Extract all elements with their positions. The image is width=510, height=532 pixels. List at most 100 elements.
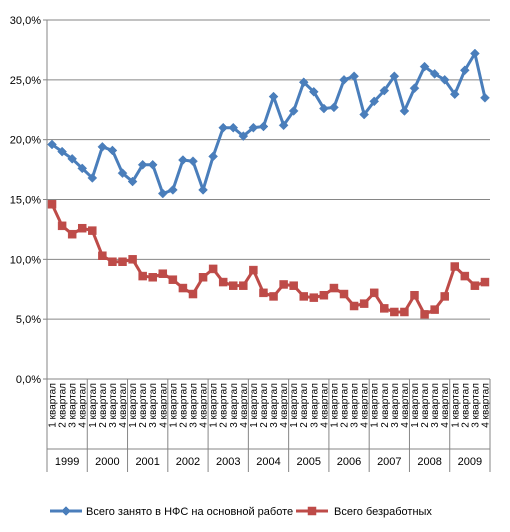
data-point [389, 71, 400, 82]
data-point [167, 185, 178, 195]
data-point [117, 168, 128, 179]
x-axis: 1 квартал 2 квартал 3 квартал 4 квартал 1 кв… [46, 378, 491, 472]
year-label: 1999 [55, 456, 79, 468]
data-point [128, 255, 137, 264]
data-point [98, 251, 107, 260]
x-tick-label: 3 квартал [470, 383, 481, 428]
x-tick-label: 2 квартал [420, 383, 431, 428]
legend-label: Всего безработных [334, 506, 432, 518]
data-point [229, 281, 238, 290]
data-point [439, 74, 450, 85]
data-point [87, 173, 98, 183]
x-tick-label: 1 квартал [48, 383, 59, 428]
x-tick-label: 1 квартал [329, 383, 340, 428]
data-point [430, 305, 439, 314]
x-tick-label: 1 квартал [88, 383, 99, 428]
x-tick-label: 3 квартал [309, 383, 320, 428]
data-point [307, 506, 317, 516]
x-tick-label: 2 квартал [98, 383, 109, 428]
data-point [239, 281, 248, 290]
data-point [480, 277, 490, 287]
year-label: 2009 [458, 456, 482, 468]
data-point [299, 292, 308, 301]
data-point [228, 122, 239, 133]
data-point [208, 151, 218, 162]
data-point [157, 188, 168, 199]
data-point [218, 277, 228, 287]
data-point [77, 223, 87, 233]
x-tick-label: 2 квартал [460, 383, 471, 428]
data-point [298, 77, 309, 88]
data-point [380, 304, 389, 313]
x-tick-label: 1 квартал [168, 383, 179, 428]
x-tick-label: 2 квартал [219, 383, 230, 428]
data-point [168, 275, 178, 284]
data-point [118, 257, 127, 266]
x-tick-label: 1 квартал [249, 383, 260, 428]
data-point [57, 146, 67, 157]
x-tick-label: 4 квартал [480, 383, 491, 428]
data-point [88, 226, 97, 235]
year-label: 2003 [216, 456, 240, 468]
data-point [249, 265, 258, 275]
data-point [137, 159, 148, 170]
year-label: 2008 [417, 456, 441, 468]
x-tick-label: 4 квартал [440, 383, 451, 428]
year-label: 2004 [256, 456, 280, 468]
data-point [460, 271, 470, 281]
data-point [127, 176, 138, 187]
data-point [480, 92, 490, 103]
data-point [248, 122, 259, 133]
x-tick-label: 2 квартал [58, 383, 69, 428]
data-point [158, 269, 168, 278]
x-tick-label: 3 квартал [430, 383, 441, 428]
x-tick-label: 3 квартал [269, 383, 280, 428]
x-tick-label: 4 квартал [158, 383, 169, 428]
data-point [399, 106, 410, 116]
data-point [269, 292, 278, 301]
data-point [138, 271, 147, 281]
series-layer [47, 48, 490, 319]
data-point [319, 290, 329, 300]
year-label: 2005 [297, 456, 321, 468]
x-tick-label: 4 квартал [279, 383, 290, 428]
data-point [198, 273, 208, 282]
x-tick-label: 1 квартал [209, 383, 220, 428]
data-point [349, 71, 359, 82]
data-point [400, 307, 409, 317]
y-tick-label: 25,0% [10, 75, 41, 87]
data-point [107, 145, 118, 156]
x-tick-label: 2 квартал [259, 383, 270, 428]
data-point [188, 289, 198, 299]
data-point [108, 257, 117, 266]
data-point [419, 61, 430, 72]
data-point [278, 120, 289, 131]
series-2 [47, 200, 490, 319]
legend-item-1: Всего занято в НФС на основной работе [50, 506, 293, 518]
series-line [51, 52, 487, 196]
x-tick-label: 2 квартал [178, 383, 189, 428]
year-label: 2007 [377, 456, 401, 468]
data-point [470, 48, 480, 59]
data-point [178, 283, 188, 293]
x-tick-label: 3 квартал [108, 383, 119, 428]
data-point [339, 74, 349, 85]
legend: Всего занято в НФС на основной работе Все… [50, 506, 432, 518]
x-tick-label: 3 квартал [68, 383, 79, 428]
data-point [369, 288, 379, 298]
data-point [329, 283, 339, 293]
data-point [449, 89, 460, 100]
y-tick-label: 15,0% [10, 195, 41, 207]
x-tick-label: 3 квартал [350, 383, 361, 428]
x-tick-label: 2 квартал [138, 383, 149, 428]
data-point [308, 86, 319, 97]
data-point [61, 506, 71, 516]
year-label: 2000 [95, 456, 119, 468]
data-point [420, 310, 429, 319]
data-point [279, 280, 288, 289]
x-tick-label: 3 квартал [390, 383, 401, 428]
data-point [259, 288, 268, 298]
data-point [67, 229, 77, 239]
x-tick-label: 3 квартал [229, 383, 240, 428]
